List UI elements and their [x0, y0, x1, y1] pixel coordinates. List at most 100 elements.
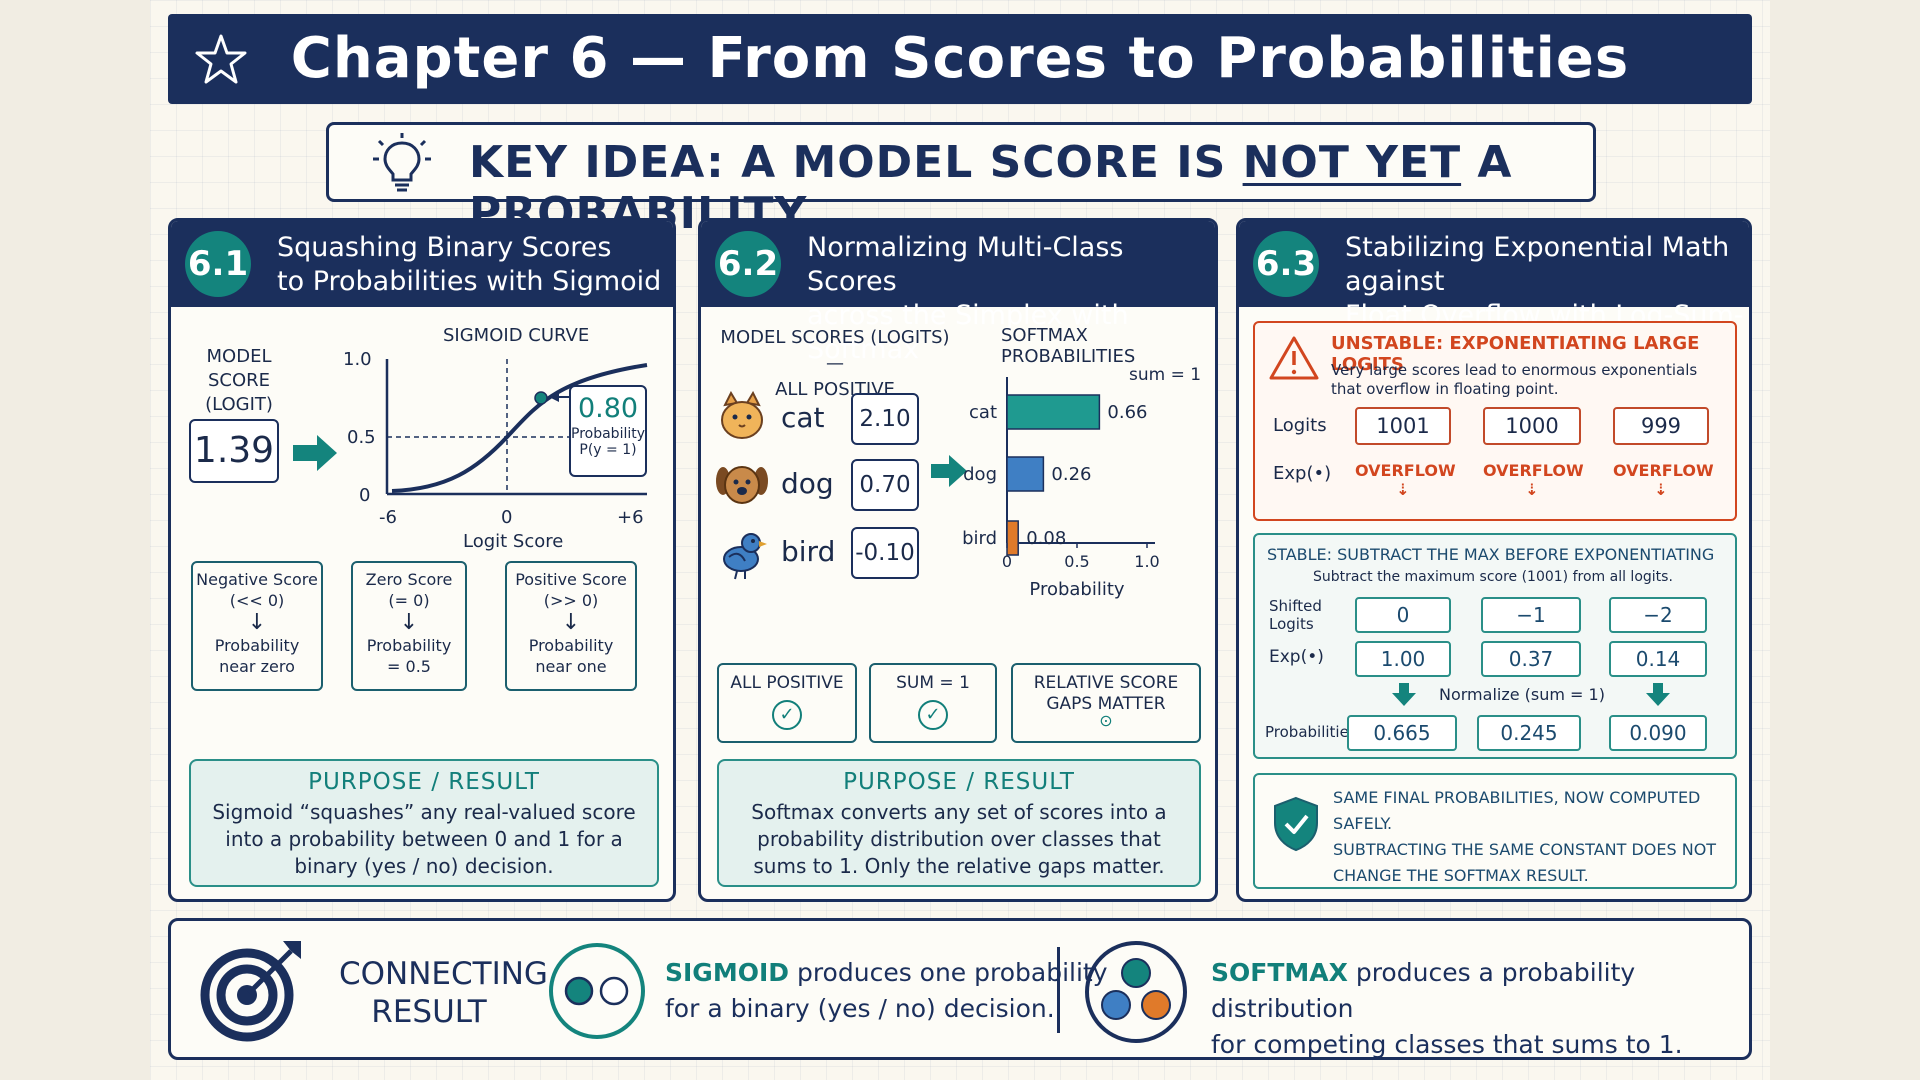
stable-probability: 0.090 — [1609, 715, 1707, 751]
stable-probability: 0.245 — [1477, 715, 1581, 751]
case-card-negative: Negative Score (<< 0) ↓ Probability near… — [191, 561, 323, 691]
output-label: P(y = 1) — [579, 442, 637, 458]
value-label: 0.26 — [1051, 464, 1091, 485]
output-point — [534, 391, 548, 405]
exp-row-label: Exp(•) — [1269, 647, 1324, 667]
safe-result-text: SAME FINAL PROBABILITIES, NOW COMPUTED S… — [1333, 788, 1717, 885]
x-tick-label: 0.5 — [1064, 552, 1089, 571]
section-badge: 6.1 — [185, 231, 251, 297]
unstable-title: UNSTABLE: EXPONENTIATING LARGE LOGITS — [1331, 333, 1700, 375]
x-tick-label: 1.0 — [1134, 552, 1159, 571]
section-title: Stabilizing Exponential Math against Flo… — [1345, 232, 1744, 365]
probabilities-row-label: Probabilities — [1265, 723, 1357, 741]
burst-icon: ⇣ — [1525, 480, 1539, 499]
section-title: Normalizing Multi-Class Scores across th… — [807, 232, 1129, 365]
two-circles-icon — [549, 943, 645, 1039]
sigmoid-curve — [391, 363, 648, 493]
case-card-positive: Positive Score (>> 0) ↓ Probability near… — [505, 561, 637, 691]
unstable-box: UNSTABLE: EXPONENTIATING LARGE LOGITS Ve… — [1253, 321, 1737, 521]
category-label: bird — [962, 528, 997, 549]
target-icon — [200, 941, 301, 1042]
dog-icon — [716, 466, 768, 504]
logsumexp-panel-header: 6.3 Stabilizing Exponential Math against… — [1239, 221, 1749, 365]
x-tick: +6 — [617, 507, 644, 528]
arrow-down-icon — [1392, 683, 1416, 706]
overflow-label: OVERFLOW ⇣ — [1613, 461, 1714, 499]
warning-icon — [1269, 336, 1319, 380]
overflow-label: OVERFLOW ⇣ — [1483, 461, 1584, 499]
output-label: Probability — [571, 426, 646, 442]
stable-box: STABLE: SUBTRACT THE MAX BEFORE EXPONENT… — [1253, 533, 1737, 759]
output-probability-box: 0.80 Probability P(y = 1) — [569, 385, 647, 477]
value-label: 0.66 — [1107, 402, 1147, 423]
arrow-down-icon: ↓ — [561, 610, 581, 635]
bar-dog — [1006, 456, 1045, 492]
shifted-logit: 0 — [1355, 597, 1451, 633]
x-tick: 0 — [501, 507, 513, 528]
page-title: Chapter 6 — From Scores to Probabilities — [290, 26, 1630, 91]
y-tick: 0.5 — [347, 427, 376, 448]
connecting-result-label: CONNECTING RESULT — [339, 956, 548, 1030]
logit-value: 2.10 — [851, 393, 919, 445]
section-title: Squashing Binary Scores to Probabilities… — [277, 232, 662, 297]
softmax-summary: SOFTMAX produces a probability distribut… — [1211, 958, 1683, 1059]
property-relative-gaps: RELATIVE SCORE GAPS MATTER ⊙ — [1011, 663, 1201, 743]
section-badge: 6.3 — [1253, 231, 1319, 297]
class-name: dog — [781, 467, 834, 500]
arrow-down-icon: ↓ — [247, 610, 267, 635]
x-tick-label: 0 — [1002, 552, 1012, 571]
sigmoid-panel-header: 6.1 Squashing Binary Scores to Probabili… — [171, 221, 673, 307]
star-icon — [195, 34, 247, 84]
overflow-label: OVERFLOW ⇣ — [1355, 461, 1456, 499]
softmax-panel: 6.2 Normalizing Multi-Class Scores acros… — [698, 218, 1218, 902]
exp-value: 0.37 — [1481, 641, 1581, 677]
exp-value: 1.00 — [1355, 641, 1451, 677]
logits-row-label: Logits — [1273, 415, 1327, 436]
shifted-logit: −2 — [1609, 597, 1707, 633]
softmax-panel-header: 6.2 Normalizing Multi-Class Scores acros… — [701, 221, 1215, 365]
x-tick: -6 — [379, 507, 397, 528]
bar-bird — [1006, 520, 1019, 556]
shifted-logit: −1 — [1481, 597, 1581, 633]
category-label: dog — [963, 464, 997, 485]
bar-cat — [1006, 394, 1101, 430]
arrow-right-icon — [293, 435, 337, 471]
logit-value: 0.70 — [851, 459, 919, 511]
arrow-right-icon — [931, 455, 967, 487]
x-axis-label: Probability — [1029, 579, 1124, 600]
safe-result-box: SAME FINAL PROBABILITIES, NOW COMPUTED S… — [1253, 773, 1737, 889]
category-label: cat — [969, 402, 997, 423]
sigmoid-summary: SIGMOID produces one probability for a b… — [665, 958, 1108, 1023]
arrow-down-icon — [1646, 683, 1670, 706]
logit-value: -0.10 — [851, 527, 919, 579]
logsumexp-panel: 6.3 Stabilizing Exponential Math against… — [1236, 218, 1752, 902]
three-circles-icon — [1085, 941, 1187, 1043]
divider — [1057, 947, 1060, 1033]
shield-icon — [1274, 796, 1318, 852]
lightbulb-icon — [373, 133, 431, 192]
property-sum-one: SUM = 1 ✓ — [869, 663, 997, 743]
normalize-label: Normalize (sum = 1) — [1439, 685, 1605, 704]
shifted-row-label: Shifted Logits — [1269, 597, 1322, 633]
softmax-probabilities-title: SOFTMAX PROBABILITIES — [1001, 325, 1136, 367]
stable-title: STABLE: SUBTRACT THE MAX BEFORE EXPONENT… — [1267, 545, 1715, 564]
purpose-title: PURPOSE / RESULT — [843, 769, 1075, 795]
section-badge: 6.2 — [715, 231, 781, 297]
softmax-bar-chart: cat 0.66 dog 0.26 bird 0.08 0 0.5 1.0 Probability — [962, 377, 1160, 600]
stable-probability: 0.665 — [1347, 715, 1457, 751]
class-name: cat — [781, 401, 825, 434]
exp-value: 0.14 — [1609, 641, 1707, 677]
connecting-result-bar: CONNECTING RESULT SIGMOID produces one p… — [168, 918, 1752, 1060]
purpose-text: Softmax converts any set of scores into … — [751, 800, 1167, 878]
large-logit: 999 — [1613, 407, 1709, 445]
key-idea-box: KEY IDEA: A MODEL SCORE IS NOT YET A PRO… — [326, 122, 1596, 239]
model-score-label: MODEL SCORE (LOGIT) — [205, 346, 273, 415]
large-logit: 1000 — [1483, 407, 1581, 445]
purpose-text: Sigmoid “squashes” any real-valued score… — [212, 800, 636, 878]
class-name: bird — [781, 535, 836, 568]
check-icon: ✓ — [918, 700, 948, 730]
y-tick: 0 — [359, 485, 371, 506]
check-icon: ✓ — [772, 700, 802, 730]
sigmoid-curve-label: SIGMOID CURVE — [443, 325, 590, 346]
case-card-zero: Zero Score (= 0) ↓ Probability = 0.5 — [351, 561, 467, 691]
